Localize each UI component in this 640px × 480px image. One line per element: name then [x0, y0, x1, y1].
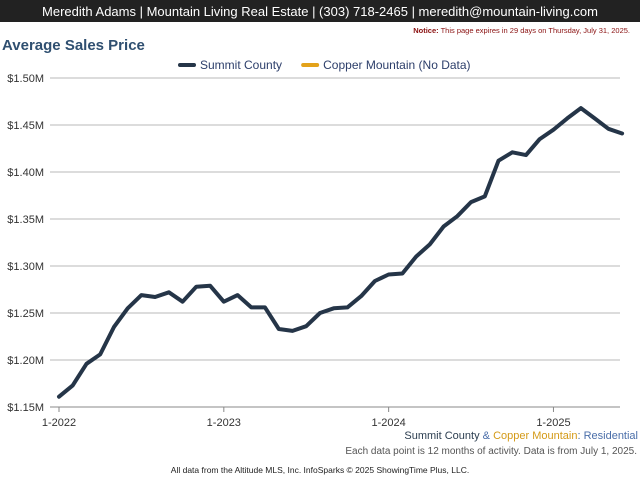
credits: All data from the Altitude MLS, Inc. Inf… [170, 465, 470, 475]
y-tick-label: $1.40M [7, 167, 44, 179]
data-note: Each data point is 12 months of activity… [345, 446, 637, 457]
y-tick-label: $1.15M [7, 402, 44, 414]
x-tick-label: 1-2024 [372, 417, 406, 429]
y-tick-label: $1.30M [7, 261, 44, 273]
caption-copper: Copper Mountain [493, 430, 578, 442]
legend-label: Summit County [200, 58, 282, 72]
legend-label: Copper Mountain (No Data) [323, 58, 470, 72]
caption-sep: : [577, 430, 584, 442]
contact-header: Meredith Adams | Mountain Living Real Es… [0, 0, 640, 22]
y-tick-label: $1.45M [7, 120, 44, 132]
x-tick-label: 1-2022 [42, 417, 76, 429]
caption-amp: & [479, 430, 494, 442]
y-tick-label: $1.50M [7, 73, 44, 85]
expiry-notice: Notice: This page expires in 29 days on … [413, 26, 630, 35]
notice-text: This page expires in 29 days on Thursday… [438, 26, 630, 35]
series-line [57, 106, 625, 399]
y-tick-label: $1.20M [7, 355, 44, 367]
chart-title: Average Sales Price [2, 37, 145, 54]
notice-label: Notice: [413, 26, 439, 35]
caption-summit: Summit County [404, 430, 480, 442]
series-caption: Summit County & Copper Mountain: Residen… [404, 430, 638, 442]
y-tick-label: $1.25M [7, 308, 44, 320]
y-tick-label: $1.35M [7, 214, 44, 226]
x-tick-label: 1-2023 [207, 417, 241, 429]
contact-text: Meredith Adams | Mountain Living Real Es… [42, 3, 598, 19]
caption-property-type: Residential [583, 430, 638, 442]
x-tick-label: 1-2025 [536, 417, 570, 429]
